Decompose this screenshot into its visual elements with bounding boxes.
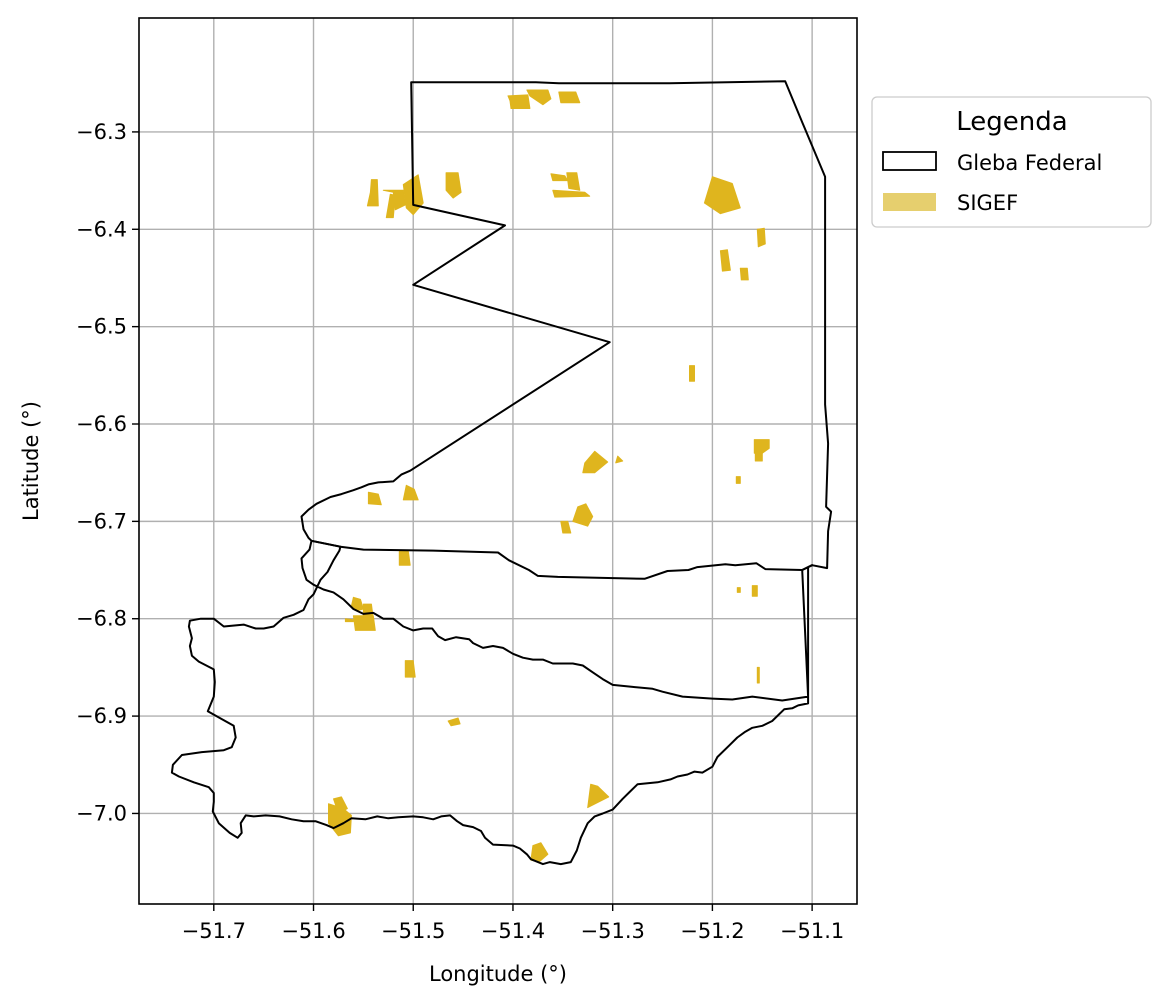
sigef-parcel-22 — [402, 484, 419, 501]
sigef-parcel-1 — [526, 89, 552, 106]
legend-label-sigef: SIGEF — [957, 191, 1018, 215]
y-tick-label-7: −7.0 — [76, 801, 127, 825]
sigef-parcel-12 — [756, 227, 766, 248]
sigef-parcel-21 — [367, 491, 382, 506]
sigef-parcel-32 — [404, 660, 416, 678]
sigef-parcel-14 — [739, 267, 749, 281]
y-tick-label-5: −6.8 — [76, 607, 127, 631]
legend-label-gleba-federal: Gleba Federal — [957, 151, 1102, 175]
x-tick-label-3: −51.4 — [481, 919, 545, 943]
sigef-parcel-24 — [560, 520, 572, 534]
sigef-parcel-2 — [558, 91, 581, 104]
plot-frame — [138, 17, 858, 905]
sigef-parcel-13 — [719, 249, 731, 272]
x-tick-label-5: −51.2 — [680, 919, 744, 943]
sigef-parcel-20 — [735, 476, 741, 484]
gridlines — [139, 18, 857, 904]
sigef-parcel-38 — [530, 842, 549, 863]
legend-title: Legenda — [956, 107, 1067, 137]
legend: Legenda Gleba Federal SIGEF — [871, 96, 1152, 228]
sigef-parcel-8 — [550, 173, 569, 182]
sigef-parcel-33 — [756, 666, 760, 684]
gleba-southern-gleba — [170, 539, 814, 866]
sigef-parcel-11 — [703, 176, 741, 215]
x-tick-label-2: −51.5 — [381, 919, 445, 943]
sigef-parcels-layer — [328, 89, 770, 863]
y-tick-label-3: −6.6 — [76, 412, 127, 436]
y-axis-label: Latitude (°) — [19, 401, 43, 521]
sigef-parcel-18 — [582, 450, 609, 474]
sigef-parcel-23 — [572, 503, 594, 527]
sigef-parcel-35 — [587, 783, 610, 809]
gleba-northern-gleba — [300, 80, 833, 580]
sigef-parcel-3 — [366, 179, 379, 207]
y-tick-label-6: −6.9 — [76, 704, 127, 728]
sigef-parcel-28 — [350, 596, 364, 612]
legend-swatch-sigef — [883, 193, 936, 211]
sigef-parcel-10 — [552, 189, 591, 198]
x-tick-label-6: −51.1 — [780, 919, 844, 943]
sigef-parcel-0 — [507, 94, 531, 109]
y-tick-label-1: −6.4 — [76, 217, 127, 241]
sigef-parcel-27 — [736, 587, 741, 593]
sigef-parcel-5 — [385, 193, 396, 219]
sigef-parcel-15 — [689, 365, 695, 382]
legend-swatch-gleba-federal — [882, 151, 937, 171]
x-tick-label-0: −51.7 — [182, 919, 246, 943]
sigef-parcel-25 — [398, 550, 411, 566]
x-axis-ticks: −51.7 −51.6 −51.5 −51.4 −51.3 −51.2 −51.1 — [182, 904, 844, 943]
y-axis-ticks: −6.3 −6.4 −6.5 −6.6 −6.7 −6.8 −6.9 −7.0 — [76, 120, 139, 825]
sigef-parcel-30 — [352, 615, 376, 631]
sigef-parcel-31 — [344, 618, 354, 623]
x-axis-label: Longitude (°) — [429, 962, 567, 986]
sigef-parcel-16 — [753, 439, 770, 454]
gleba-federal-layer — [170, 80, 833, 866]
y-tick-label-4: −6.7 — [76, 509, 127, 533]
x-tick-label-4: −51.3 — [581, 919, 645, 943]
sigef-parcel-7 — [445, 172, 462, 199]
x-tick-label-1: −51.6 — [281, 919, 345, 943]
legend-box — [871, 96, 1152, 228]
y-tick-label-0: −6.3 — [76, 120, 127, 144]
sigef-parcel-19 — [615, 455, 624, 464]
y-tick-label-2: −6.5 — [76, 315, 127, 339]
sigef-parcel-34 — [447, 717, 461, 727]
sigef-parcel-26 — [751, 585, 758, 597]
sigef-parcel-9 — [566, 172, 581, 191]
sigef-parcel-17 — [754, 452, 763, 462]
